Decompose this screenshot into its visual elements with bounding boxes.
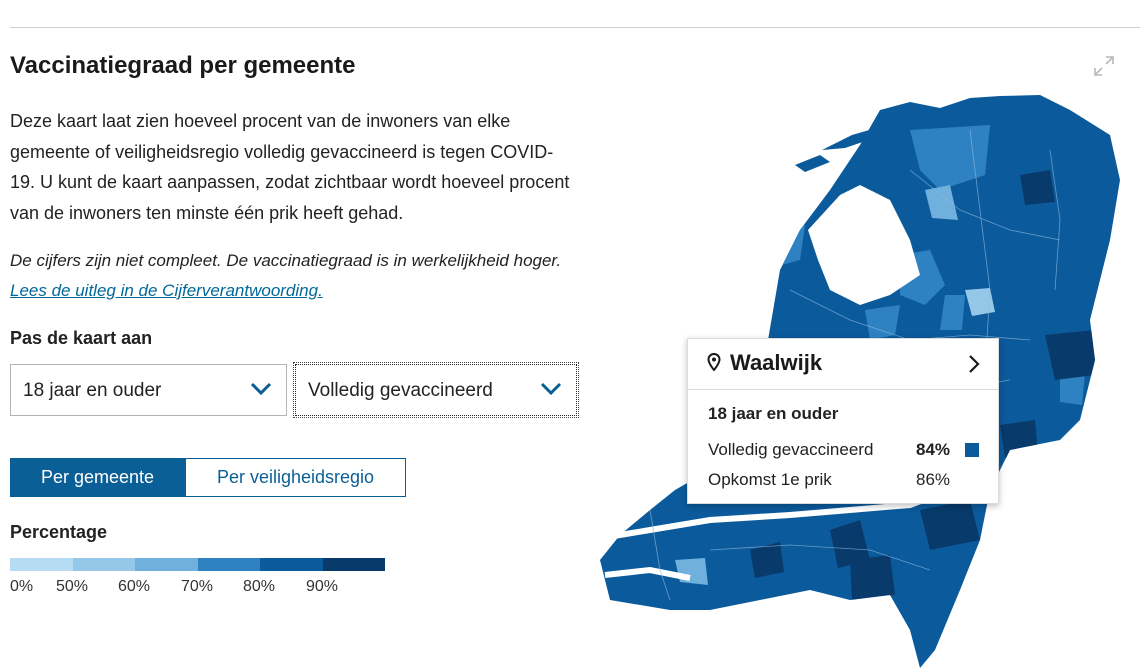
vaccination-status-value: Volledig gevaccineerd [308, 380, 493, 401]
vaccination-status-select[interactable]: Volledig gevaccineerd [293, 362, 579, 418]
age-group-select[interactable]: 18 jaar en ouder [10, 364, 287, 416]
tooltip-row-value: 86% [916, 470, 951, 489]
legend-swatch [197, 558, 260, 571]
tooltip-header[interactable]: Waalwijk [688, 339, 998, 390]
tooltip-municipality-name: Waalwijk [730, 350, 823, 375]
intro-text: Deze kaart laat zien hoeveel procent van… [10, 111, 570, 223]
legend-swatch [322, 558, 385, 571]
tab-per-veiligheidsregio[interactable]: Per veiligheidsregio [185, 458, 406, 497]
legend-swatch [135, 558, 198, 571]
legend-tick: 80% [243, 578, 276, 595]
legend-tick: 70% [181, 578, 214, 595]
tooltip-row-value: 84% [916, 440, 951, 459]
tooltip-row-label: Volledig gevaccineerd [708, 440, 874, 459]
municipality-tooltip: Waalwijk 18 jaar en ouder Volledig gevac… [687, 338, 999, 504]
data-note: De cijfers zijn niet compleet. De vaccin… [10, 246, 570, 306]
legend-swatch [72, 558, 135, 571]
wadden-island [795, 155, 830, 172]
tab-per-gemeente[interactable]: Per gemeente [10, 458, 185, 497]
chevron-right-icon[interactable] [968, 354, 980, 374]
tooltip-row-label: Opkomst 1e prik [708, 470, 832, 489]
expand-icon[interactable] [1093, 55, 1115, 77]
page-title: Vaccinatiegraad per gemeente [10, 52, 356, 79]
tooltip-subtitle: 18 jaar en ouder [708, 404, 839, 423]
cijferverantwoording-link[interactable]: Lees de uitleg in de Cijferverantwoordin… [10, 281, 323, 300]
tooltip-color-swatch [965, 443, 979, 457]
legend-tick: 60% [118, 578, 151, 595]
chevron-down-icon [250, 382, 272, 396]
legend-tick: 90% [306, 578, 339, 595]
top-divider [10, 27, 1140, 28]
legend-tick: 50% [56, 578, 89, 595]
location-pin-icon [707, 353, 721, 371]
legend-swatch [260, 558, 323, 571]
legend-title: Percentage [10, 522, 108, 542]
ijsselmeer [808, 185, 920, 305]
legend-tick: 0% [10, 578, 34, 595]
data-note-text: De cijfers zijn niet compleet. De vaccin… [10, 251, 562, 270]
legend-swatch [10, 558, 73, 571]
adjust-map-label: Pas de kaart aan [10, 328, 153, 348]
age-group-value: 18 jaar en ouder [23, 380, 162, 401]
chevron-down-icon [540, 382, 562, 396]
legend-color-scale [10, 558, 385, 571]
